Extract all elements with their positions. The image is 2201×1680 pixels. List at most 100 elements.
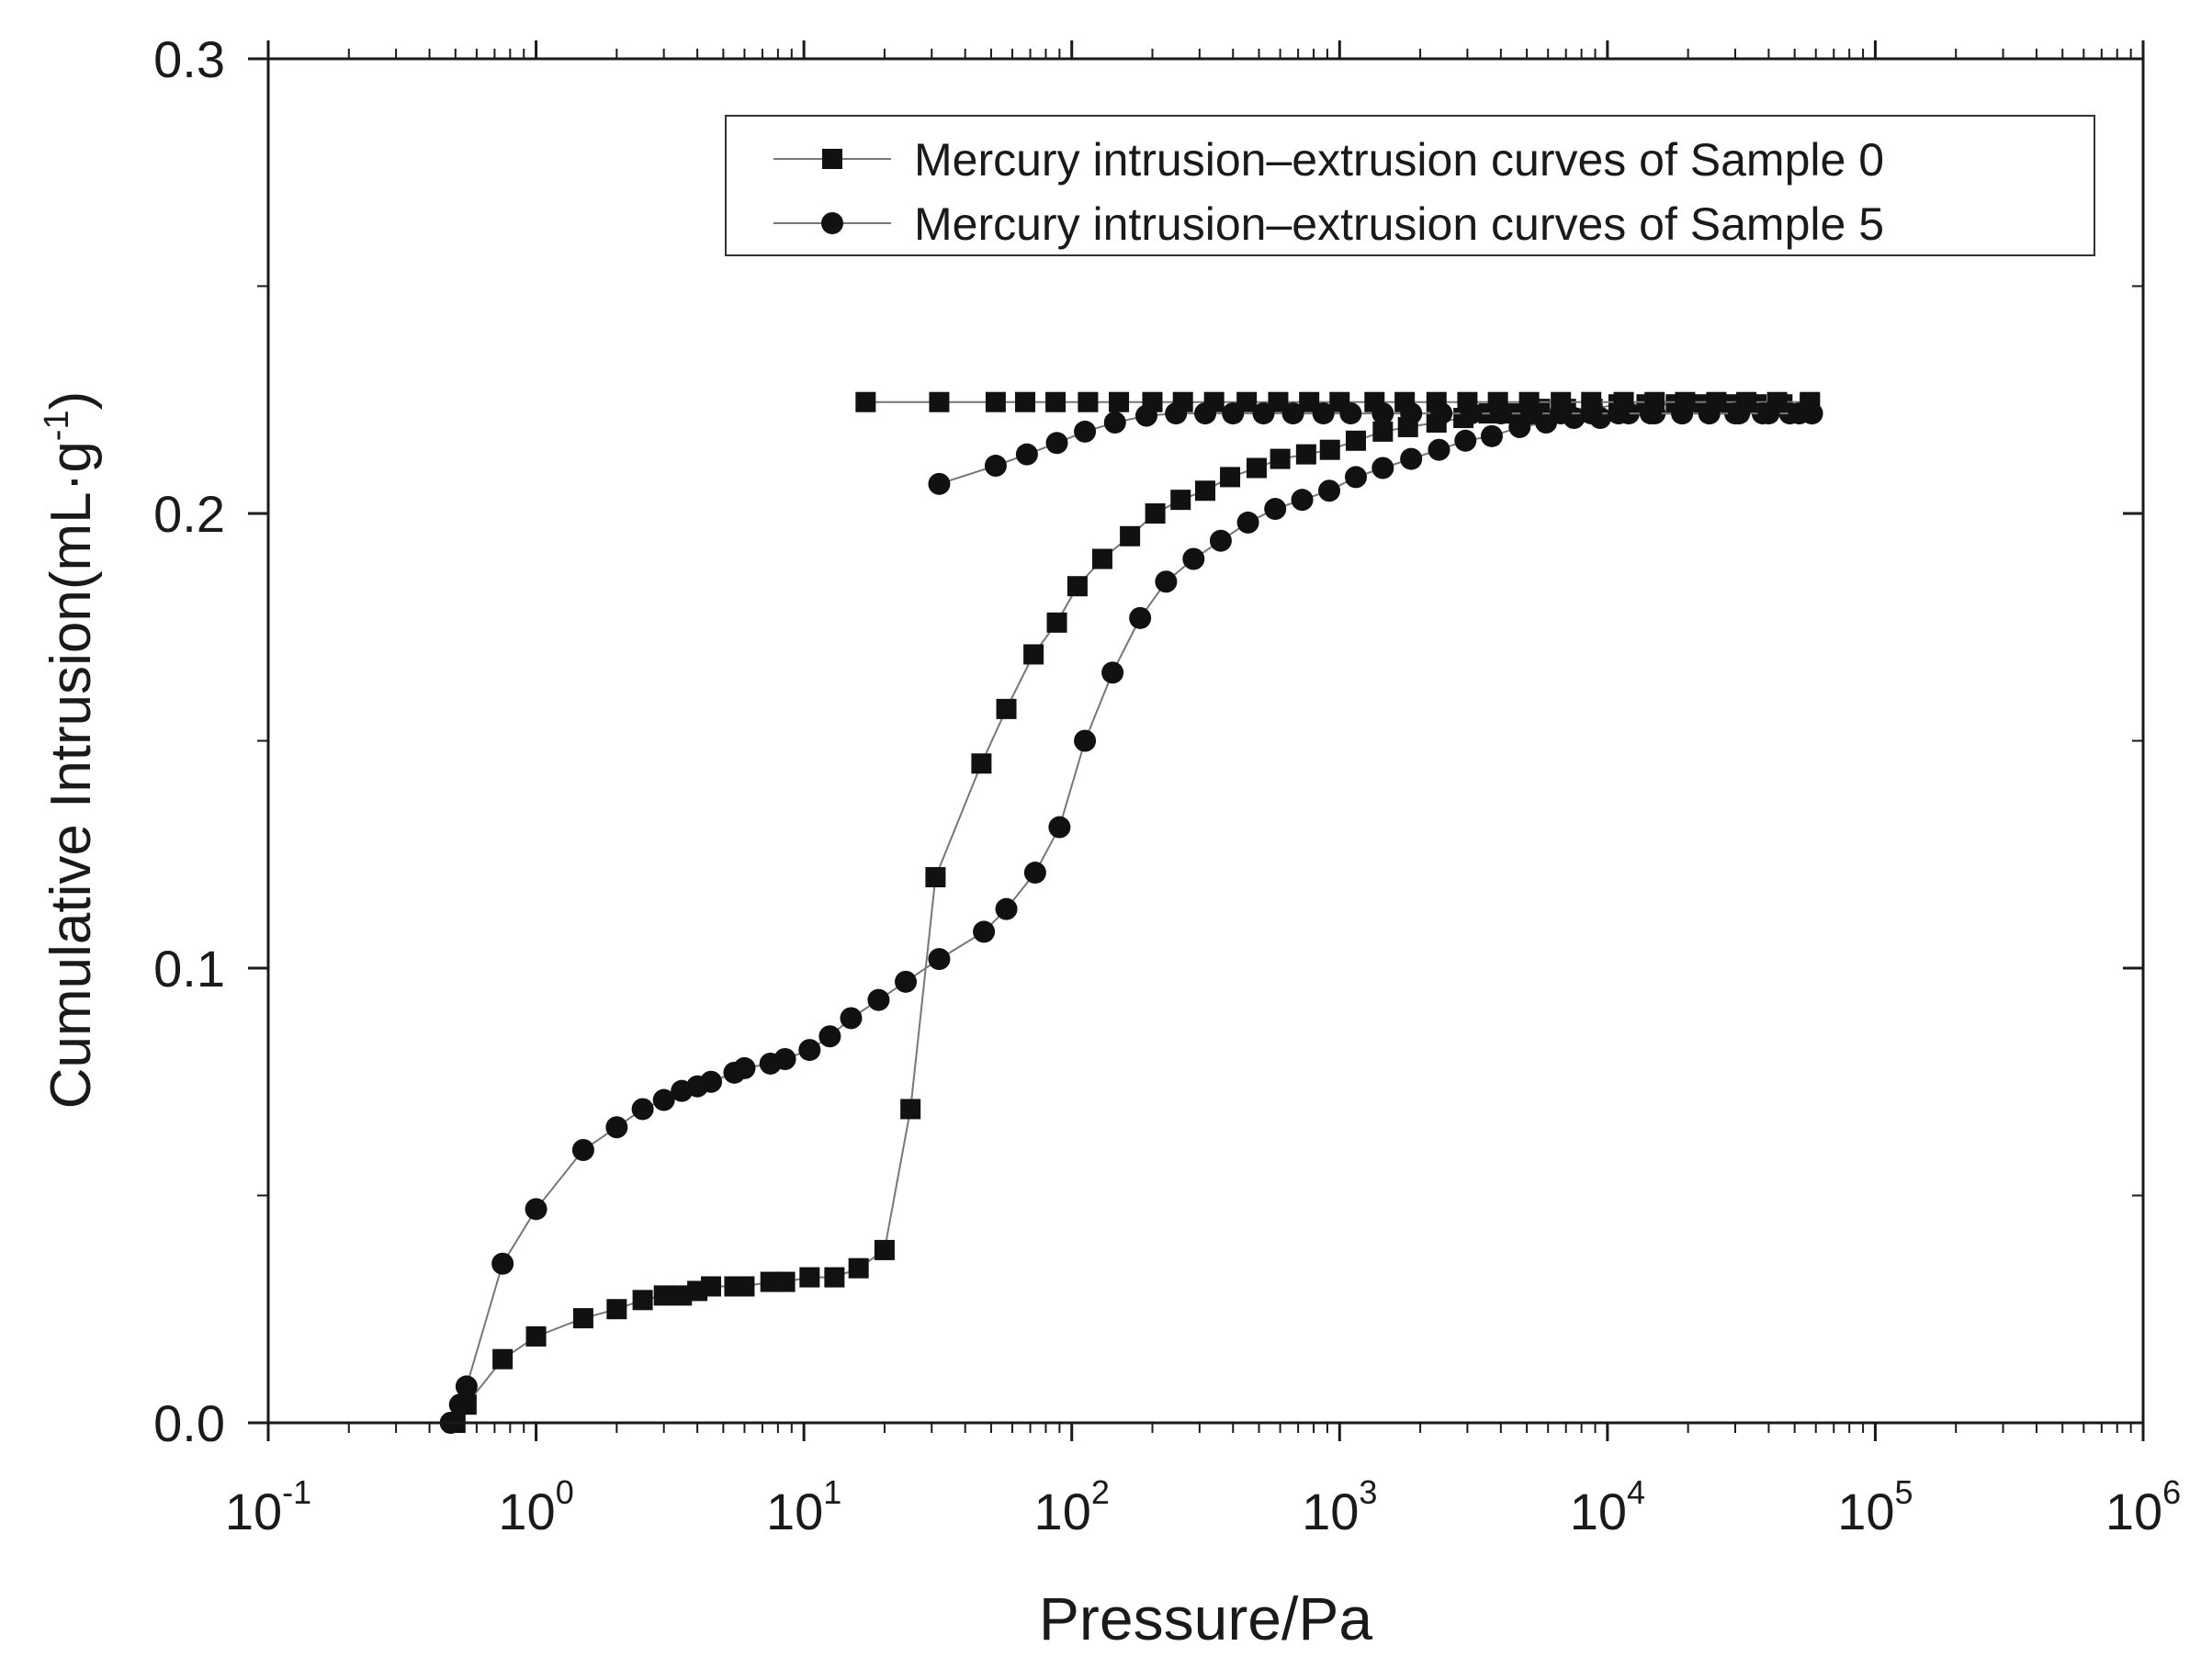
x-tick-label: 100 <box>498 1473 573 1540</box>
y-tick-label: 0.0 <box>153 1394 225 1452</box>
series-1-extrusion-point <box>1430 402 1453 425</box>
series-0-intrusion-point <box>1295 444 1316 465</box>
legend-marker <box>821 212 843 234</box>
y-tick-label: 0.1 <box>153 940 225 998</box>
series-1-intrusion-point <box>1264 498 1287 521</box>
x-tick-label: 104 <box>1570 1473 1645 1540</box>
legend-label: Mercury intrusion–extrusion curves of Sa… <box>914 134 1884 186</box>
series-0-intrusion-point <box>971 753 992 774</box>
series-1-intrusion-point <box>571 1139 594 1161</box>
series-1-extrusion-point <box>1222 402 1245 425</box>
series-0-intrusion-point <box>996 698 1017 719</box>
series-1-extrusion-point <box>1134 404 1157 427</box>
series-1-extrusion-point <box>1312 402 1335 425</box>
series-0-intrusion-point <box>1046 612 1067 633</box>
legend: Mercury intrusion–extrusion curves of Sa… <box>725 115 2095 256</box>
series-1-intrusion-point <box>700 1070 723 1093</box>
series-1-intrusion-point <box>733 1056 756 1079</box>
series-1-intrusion-point <box>1236 511 1259 534</box>
series-1-extrusion-point <box>1074 420 1097 443</box>
series-1-extrusion-point <box>1580 402 1603 425</box>
series-1-extrusion-point <box>1400 402 1423 425</box>
series-1-intrusion-point <box>525 1198 547 1221</box>
series-0-intrusion-point <box>1067 576 1088 597</box>
series-1-intrusion-point <box>895 970 918 993</box>
series-1-intrusion-point <box>491 1252 514 1275</box>
series-1-intrusion-point <box>1454 429 1477 452</box>
series-0-intrusion-point <box>572 1308 593 1329</box>
series-0-intrusion-point <box>1120 525 1141 547</box>
y-axis-label: Cumulative Intrusion(mL·g-1) <box>38 391 103 1110</box>
series-1-intrusion-point <box>1048 816 1071 839</box>
series-1-intrusion-point <box>448 1393 471 1416</box>
series-0-intrusion-point <box>799 1267 820 1288</box>
series-1-intrusion-point <box>798 1039 821 1062</box>
x-tick-label-exponent: 0 <box>556 1473 574 1511</box>
x-tick-label-base: 10 <box>1837 1483 1894 1540</box>
series-0-intrusion-point <box>874 1239 895 1260</box>
series-0-extrusion-point <box>1109 391 1130 412</box>
series-0-intrusion-point <box>774 1271 796 1292</box>
series-0-extrusion-point <box>1078 391 1099 412</box>
x-tick-label: 101 <box>766 1473 841 1540</box>
x-tick-label: 105 <box>1837 1473 1913 1540</box>
series-0-intrusion-point <box>1145 503 1166 524</box>
series-0-extrusion-point <box>1299 391 1320 412</box>
series-1-intrusion-point <box>1400 447 1423 470</box>
x-tick-label-base: 10 <box>1034 1483 1091 1540</box>
x-tick-label-exponent: 2 <box>1091 1473 1110 1511</box>
series-1-extrusion-point <box>1165 402 1188 425</box>
legend-label: Mercury intrusion–extrusion curves of Sa… <box>914 198 1884 250</box>
series-0-extrusion-point <box>985 391 1006 412</box>
series-0-intrusion-point <box>606 1299 627 1320</box>
series-1-extrusion-point <box>1671 402 1694 425</box>
y-axis-label-main: Cumulative Intrusion(mL·g <box>40 441 103 1109</box>
series-0-intrusion-point <box>824 1267 845 1288</box>
series-0-intrusion-point <box>1270 448 1291 469</box>
series-1-intrusion-point <box>1129 606 1152 629</box>
series-layer <box>439 391 1823 1434</box>
series-1-intrusion-point <box>631 1098 654 1121</box>
series-1-extrusion-point <box>1698 402 1721 425</box>
series-0-intrusion-point <box>925 867 946 887</box>
x-axis-label: Pressure/Pa <box>1039 1584 1372 1652</box>
series-0-extrusion-point <box>929 391 950 412</box>
series-1-intrusion-point <box>995 897 1018 920</box>
series-1-intrusion-point <box>1318 479 1341 502</box>
series-1 <box>439 402 1823 1434</box>
series-1-intrusion-point <box>1344 466 1367 489</box>
x-tick-label-base: 10 <box>225 1483 282 1540</box>
series-1-extrusion-point <box>1550 402 1573 425</box>
series-0-extrusion-point <box>1015 391 1036 412</box>
series-1-intrusion-point <box>1428 438 1450 461</box>
x-tick-label-base: 10 <box>498 1483 555 1540</box>
series-1-intrusion-point <box>840 1007 863 1030</box>
series-0-intrusion-point <box>1091 548 1112 569</box>
series-0-intrusion-point <box>1220 467 1241 488</box>
series-0-intrusion-point <box>1195 480 1216 502</box>
x-tick-label-base: 10 <box>2105 1483 2162 1540</box>
series-1-intrusion-point <box>928 948 951 971</box>
x-tick-label-exponent: 6 <box>2162 1473 2181 1511</box>
x-tick-label: 106 <box>2105 1473 2181 1540</box>
series-1-intrusion-point <box>973 920 996 943</box>
series-1-intrusion-point <box>1101 661 1124 684</box>
series-0-intrusion-point <box>653 1285 674 1306</box>
legend-box <box>725 115 2095 256</box>
series-0-intrusion-point <box>1170 490 1191 511</box>
series-1-intrusion-point <box>773 1048 796 1070</box>
x-tick-label-exponent: 3 <box>1359 1473 1377 1511</box>
series-1-extrusion-point <box>1757 402 1780 425</box>
series-0-intrusion-point <box>848 1257 869 1279</box>
series-0-intrusion-point <box>900 1099 921 1120</box>
series-1-extrusion-point <box>1252 402 1275 425</box>
series-1-intrusion-point <box>1023 862 1046 885</box>
series-1-extrusion-point <box>1371 402 1394 425</box>
x-tick-label: 103 <box>1302 1473 1377 1540</box>
series-1-extrusion-point <box>928 472 951 495</box>
series-1-intrusion-point <box>1182 547 1205 570</box>
series-0-intrusion-point <box>701 1276 722 1297</box>
